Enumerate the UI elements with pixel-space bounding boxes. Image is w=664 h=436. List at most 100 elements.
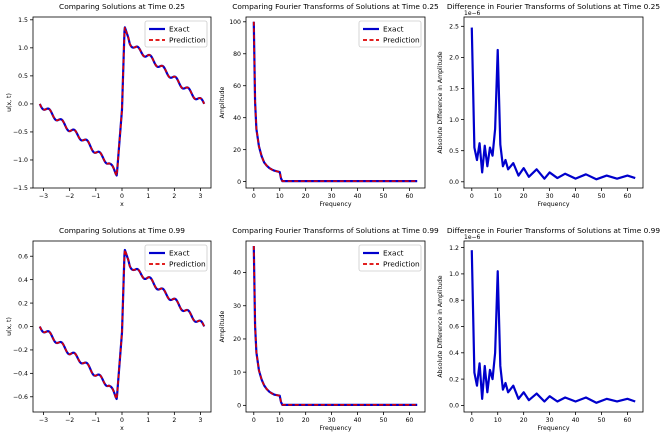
series-prediction-line xyxy=(39,249,205,402)
x-tick-label: 20 xyxy=(520,193,528,200)
x-tick-label: 2 xyxy=(172,417,176,424)
x-tick-label: −1 xyxy=(91,193,100,200)
y-tick-label: 0.6 xyxy=(449,324,459,331)
y-axis-label: Amplitude xyxy=(219,310,226,342)
y-tick-label: 0.0 xyxy=(18,324,28,331)
subplot-6: Difference in Fourier Transforms of Solu… xyxy=(437,226,660,432)
x-tick-label: 10 xyxy=(494,417,502,424)
y-axis-label: u(x, t) xyxy=(6,93,13,112)
plot-frame xyxy=(245,240,426,413)
y-tick-label: 1.5 xyxy=(18,17,28,24)
legend-box xyxy=(144,20,208,48)
legend-label-prediction: Prediction xyxy=(169,36,206,45)
y-tick-label: 0 xyxy=(237,179,241,186)
x-tick-label: 2 xyxy=(172,193,176,200)
plot-title: Difference in Fourier Transforms of Solu… xyxy=(447,2,660,11)
legend-label-exact: Exact xyxy=(383,25,404,34)
y-tick-label: 80 xyxy=(233,51,241,58)
x-axis-label: x xyxy=(120,425,124,432)
legend-box xyxy=(358,244,422,272)
x-tick-label: 40 xyxy=(572,417,580,424)
y-tick-label: 0.2 xyxy=(449,376,459,383)
plot-frame xyxy=(32,16,212,189)
series-prediction-line xyxy=(252,245,418,406)
y-tick-label: 0.4 xyxy=(18,277,28,284)
y-tick-label: −1.0 xyxy=(13,157,28,164)
x-tick-label: −1 xyxy=(91,417,100,424)
x-tick-label: 0 xyxy=(120,193,124,200)
y-tick-label: 2.5 xyxy=(449,24,459,31)
plot-title: Comparing Solutions at Time 0.99 xyxy=(59,226,185,235)
series-prediction-line xyxy=(39,27,205,178)
x-tick-label: 0 xyxy=(252,193,256,200)
legend-box xyxy=(144,244,208,272)
x-axis-label: Frequency xyxy=(538,201,570,208)
y-axis-label: Amplitude xyxy=(219,86,226,118)
plot-title: Comparing Fourier Transforms of Solution… xyxy=(232,226,439,235)
y-tick-label: 0.0 xyxy=(18,101,28,108)
y-tick-label: −0.5 xyxy=(13,129,28,136)
x-tick-label: 50 xyxy=(598,193,606,200)
series-exact-line xyxy=(470,250,636,404)
y-tick-label: 1.0 xyxy=(449,117,459,124)
x-tick-label: −2 xyxy=(65,417,74,424)
y-tick-label: 0.5 xyxy=(449,148,459,155)
y-axis-exponent: 1e−6 xyxy=(464,234,481,241)
x-tick-label: 1 xyxy=(146,417,150,424)
y-axis-label: Absolute Difference in Amplitude xyxy=(437,275,444,377)
x-tick-label: 30 xyxy=(328,417,336,424)
x-tick-label: 1 xyxy=(146,193,150,200)
x-tick-label: 3 xyxy=(199,193,203,200)
legend-label-prediction: Prediction xyxy=(383,260,420,269)
x-tick-label: 0 xyxy=(470,417,474,424)
y-tick-label: 0.6 xyxy=(18,253,28,260)
x-axis-label: Frequency xyxy=(320,201,352,208)
x-tick-label: 50 xyxy=(380,193,388,200)
x-tick-label: −3 xyxy=(39,193,48,200)
y-tick-label: 20 xyxy=(233,147,241,154)
y-tick-label: −0.4 xyxy=(13,371,28,378)
subplot-1: Comparing Solutions at Time 0.25 −3 −2 −1 0 1… xyxy=(6,2,212,208)
x-tick-label: 30 xyxy=(546,193,554,200)
x-tick-label: 20 xyxy=(302,193,310,200)
y-tick-label: 20 xyxy=(233,336,241,343)
plot-title: Comparing Fourier Transforms of Solution… xyxy=(232,2,439,11)
x-axis-label: x xyxy=(120,201,124,208)
x-tick-label: 40 xyxy=(572,193,580,200)
y-tick-label: −0.2 xyxy=(13,347,28,354)
legend: Exact Prediction xyxy=(358,20,422,48)
x-tick-label: 0 xyxy=(470,193,474,200)
series-exact-line xyxy=(470,27,636,181)
x-tick-label: 60 xyxy=(405,417,413,424)
y-tick-label: 60 xyxy=(233,83,241,90)
subplot-5: Comparing Fourier Transforms of Solution… xyxy=(219,226,439,432)
y-tick-label: 0.5 xyxy=(18,73,28,80)
y-tick-label: 0.8 xyxy=(449,297,459,304)
x-tick-label: 40 xyxy=(354,193,362,200)
x-tick-label: −2 xyxy=(65,193,74,200)
y-tick-label: 1.5 xyxy=(449,86,459,93)
y-axis-label: Absolute Difference in Amplitude xyxy=(437,51,444,153)
x-tick-label: 0 xyxy=(252,417,256,424)
y-tick-label: −0.6 xyxy=(13,394,28,401)
legend-label-prediction: Prediction xyxy=(383,36,420,45)
x-tick-label: 3 xyxy=(199,417,203,424)
legend: Exact Prediction xyxy=(358,244,422,272)
x-tick-label: 30 xyxy=(546,417,554,424)
y-tick-label: 0.4 xyxy=(449,350,459,357)
legend-label-prediction: Prediction xyxy=(169,260,206,269)
legend-label-exact: Exact xyxy=(383,249,404,258)
y-axis-label: u(x, t) xyxy=(6,317,13,336)
x-tick-label: 10 xyxy=(276,193,284,200)
subplot-2: Comparing Fourier Transforms of Solution… xyxy=(219,2,439,208)
y-tick-label: 0.0 xyxy=(449,179,459,186)
y-tick-label: 1.2 xyxy=(449,245,459,252)
x-tick-label: 10 xyxy=(494,193,502,200)
x-tick-label: 50 xyxy=(598,417,606,424)
x-tick-label: −3 xyxy=(39,417,48,424)
y-tick-label: 40 xyxy=(233,115,241,122)
plot-title: Difference in Fourier Transforms of Solu… xyxy=(447,226,660,235)
legend: Exact Prediction xyxy=(144,20,208,48)
x-axis-label: Frequency xyxy=(538,425,570,432)
